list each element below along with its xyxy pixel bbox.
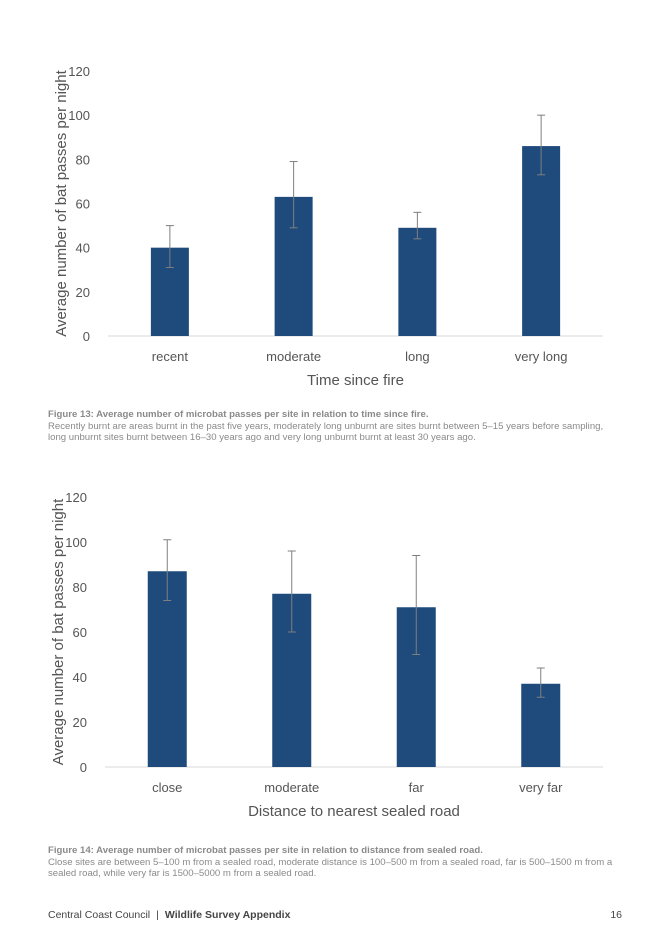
figure-14-label: Figure 14: Average number of microbat pa… <box>48 845 483 856</box>
figure-13-caption: Figure 13: Average number of microbat pa… <box>48 409 618 444</box>
category-label: very long <box>515 349 568 364</box>
footer-doc-title: Wildlife Survey Appendix <box>164 909 291 921</box>
y-tick-label: 40 <box>76 241 90 256</box>
page-footer: Central Coast Council | Wildlife Survey Ap… <box>48 909 622 921</box>
chart-distance-to-road-svg: 0 20 40 60 80 100 120 close moderate far very far D… <box>50 490 603 820</box>
y-tick-label: 100 <box>68 108 90 123</box>
category-label: very far <box>519 780 563 795</box>
y-tick-label: 20 <box>73 715 87 730</box>
category-label: moderate <box>264 780 319 795</box>
y-tick-label: 40 <box>73 670 87 685</box>
y-axis-title: Average number of bat passes per night <box>53 69 70 336</box>
bar-very-long <box>522 146 561 336</box>
y-tick-label: 20 <box>76 285 90 300</box>
category-label: close <box>152 780 182 795</box>
figure-14-caption: Figure 14: Average number of microbat pa… <box>48 845 618 880</box>
x-axis-title: Time since fire <box>307 372 404 389</box>
bar-long <box>398 227 437 336</box>
y-tick-label: 80 <box>73 580 87 595</box>
y-tick-label: 80 <box>76 152 90 167</box>
x-axis-title: Distance to nearest sealed road <box>248 803 460 820</box>
y-tick-label: 60 <box>76 197 90 212</box>
category-label: long <box>405 349 430 364</box>
figure-13-label: Figure 13: Average number of microbat pa… <box>48 409 429 420</box>
page-number: 16 <box>610 909 622 921</box>
bar-close <box>147 571 187 767</box>
y-axis-title: Average number of bat passes per night <box>50 498 67 765</box>
category-label: moderate <box>266 349 321 364</box>
y-tick-label: 60 <box>73 625 87 640</box>
chart-distance-to-road: 0 20 40 60 80 100 120 close moderate far very far D… <box>0 485 670 825</box>
figure-13-text: Recently burnt are areas burnt in the pa… <box>48 420 604 444</box>
y-tick-label: 120 <box>65 490 87 505</box>
category-label: far <box>409 780 425 795</box>
figure-14-text: Close sites are between 5–100 m from a s… <box>48 856 613 880</box>
category-label: recent <box>152 349 189 364</box>
y-tick-label: 0 <box>83 329 90 344</box>
y-tick-label: 120 <box>68 64 90 79</box>
chart-time-since-fire-svg: 0 20 40 60 80 100 120 recent moderate long very lo… <box>53 64 603 389</box>
y-tick-label: 100 <box>65 535 87 550</box>
footer-separator: | <box>156 909 159 921</box>
footer-org: Central Coast Council <box>48 909 151 921</box>
y-tick-label: 0 <box>80 760 87 775</box>
chart-time-since-fire: 0 20 40 60 80 100 120 recent moderate long very lo… <box>0 55 670 400</box>
